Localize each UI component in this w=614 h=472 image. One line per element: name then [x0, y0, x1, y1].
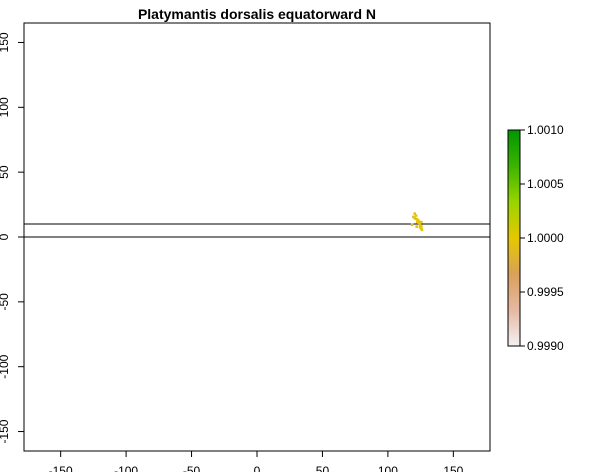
y-tick-label-100: 100 — [0, 97, 11, 117]
raster-cell-16 — [415, 225, 418, 228]
x-tick-label-0: 0 — [254, 464, 261, 472]
plot-panel — [23, 22, 491, 452]
raster-cell-12 — [419, 224, 423, 228]
y-tick-label-50: 50 — [0, 165, 11, 179]
x-tick-label--150: -150 — [49, 464, 73, 472]
raster-cell-5 — [416, 218, 419, 221]
raster-cell-8 — [417, 221, 420, 225]
raster-cell-13 — [418, 225, 422, 229]
y-tick-label--50: -50 — [0, 293, 11, 311]
raster-cell-3 — [413, 216, 417, 220]
x-tick-label-50: 50 — [316, 464, 330, 472]
y-tick-label--150: -150 — [0, 419, 11, 443]
legend-tick-label-1: 0.9995 — [527, 285, 564, 299]
x-axis: -150 -100 -50 0 50 100 150 — [49, 450, 464, 472]
raster-cell-7 — [416, 220, 419, 224]
raster-cell-6 — [417, 219, 420, 223]
raster-cell-11 — [418, 223, 422, 226]
legend-tick-label-2: 1.0000 — [527, 231, 564, 245]
legend-tick-label-3: 1.0005 — [527, 177, 564, 191]
legend-tick-label-0: 0.9990 — [527, 339, 564, 353]
x-tick-label-100: 100 — [378, 464, 398, 472]
y-tick-label--100: -100 — [0, 354, 11, 378]
legend-tick-label-4: 1.0010 — [527, 123, 564, 137]
raster-cell-1 — [413, 212, 417, 215]
x-tick-label--100: -100 — [114, 464, 138, 472]
raster-cell-17 — [410, 223, 414, 226]
legend-colorbar — [507, 129, 521, 347]
x-tick-label-150: 150 — [443, 464, 463, 472]
raster-cell-4 — [414, 217, 418, 221]
x-tick-label--50: -50 — [183, 464, 201, 472]
color-legend: 0.9990 0.9995 1.0000 1.0005 1.0010 — [507, 123, 564, 353]
raster-cell-0 — [412, 215, 415, 219]
y-tick-label-0: 0 — [0, 233, 11, 240]
chart-title: Platymantis dorsalis equatorward N — [138, 6, 376, 22]
y-axis: -150 -100 -50 0 50 100 150 — [0, 32, 25, 444]
raster-cell-15 — [420, 228, 424, 232]
y-tick-label-150: 150 — [0, 32, 11, 52]
raster-cell-2 — [414, 214, 418, 217]
raster-cell-10 — [419, 220, 423, 224]
